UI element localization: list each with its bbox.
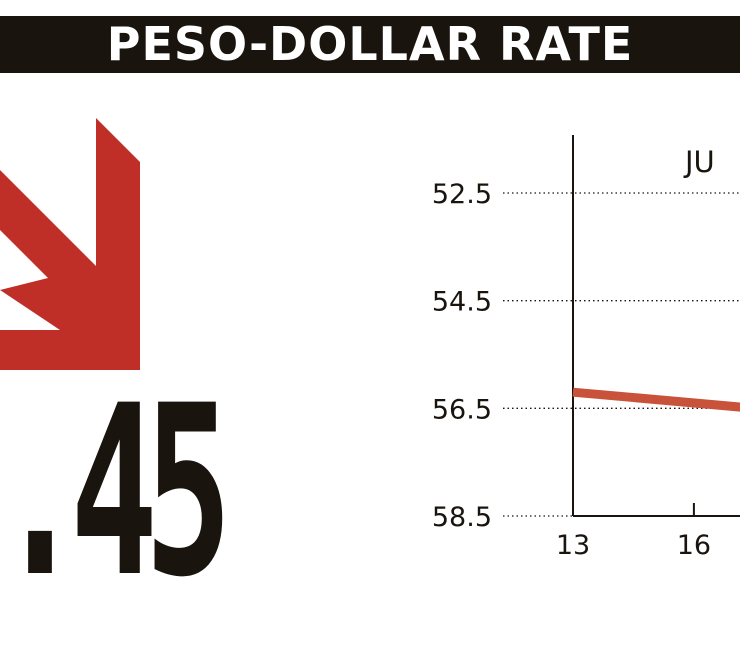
- rate-value: .45: [0, 378, 230, 629]
- rate-chart: 52.5 54.5 56.5 58.5 13 16 JU: [432, 135, 740, 561]
- x-tick-label: 13: [556, 530, 590, 561]
- y-tick-label: 52.5: [432, 179, 492, 210]
- y-tick-label: 54.5: [432, 287, 492, 318]
- month-label: JU: [683, 145, 715, 179]
- rate-display: .45: [0, 378, 230, 633]
- down-arrow-head: [0, 266, 100, 330]
- down-arrow-icon: [0, 118, 140, 370]
- series-line: [572, 387, 740, 412]
- y-tick-label: 58.5: [432, 502, 492, 533]
- header-banner: [0, 16, 740, 73]
- page-title: PESO-DOLLAR RATE: [106, 17, 634, 71]
- y-tick-label: 56.5: [432, 394, 492, 425]
- x-tick-label: 16: [677, 530, 711, 561]
- down-arrow-shape: [0, 118, 140, 370]
